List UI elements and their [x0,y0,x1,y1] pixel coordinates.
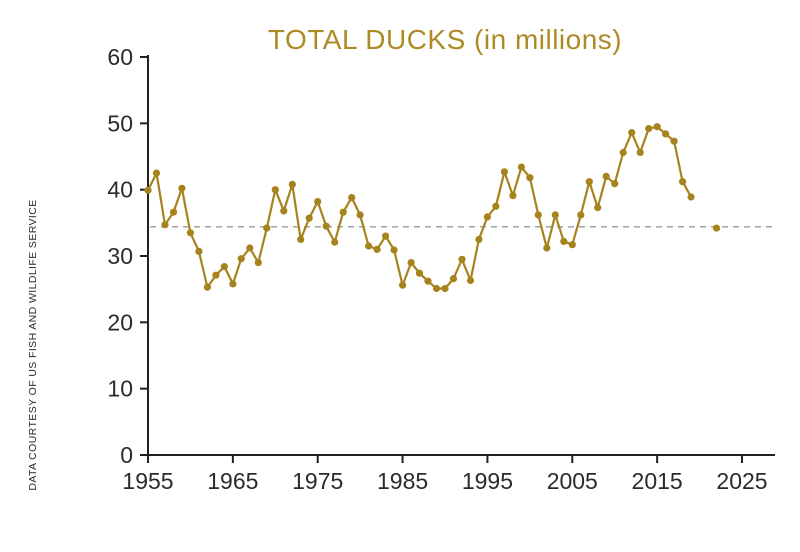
data-point [432,284,441,293]
data-point [322,222,330,230]
data-point [670,137,678,145]
data-point [526,174,534,182]
y-tick-label: 0 [120,442,133,468]
y-tick-label: 30 [107,243,133,269]
data-point [271,186,279,194]
data-point [662,130,670,138]
data-point [186,229,194,237]
data-point [653,123,661,131]
x-tick-label: 2015 [632,468,683,494]
data-point [560,237,568,245]
y-tick-label: 10 [107,376,133,402]
data-point [679,178,687,186]
data-point [517,163,526,171]
data-point [645,125,653,133]
data-point [203,283,211,291]
data-point [305,214,313,222]
data-point [220,263,228,271]
data-point [602,172,610,180]
data-point [237,255,245,263]
data-point [399,281,407,289]
data-point [534,211,542,219]
data-point [594,204,602,212]
data-point [382,232,390,240]
y-tick-label: 50 [107,110,133,136]
data-point [475,235,483,243]
y-tick-label: 20 [107,309,133,335]
data-point [543,244,551,252]
data-point [509,192,517,200]
y-tick-label: 40 [107,177,133,203]
data-point [339,208,347,216]
series-line [146,125,693,290]
data-point [297,235,305,243]
data-point [280,207,288,215]
data-point [331,238,339,246]
data-point [458,255,466,263]
data-point [178,184,186,192]
data-point [424,277,432,285]
x-tick-label: 1985 [377,468,428,494]
x-tick-label: 1995 [462,468,513,494]
data-point [195,247,203,255]
data-point [246,244,254,252]
data-point [365,242,373,250]
y-tick-label: 60 [107,44,133,70]
x-tick-label: 2025 [716,468,767,494]
data-point [551,211,559,219]
data-point [415,269,424,277]
data-point [636,148,644,157]
data-point [585,178,593,186]
data-point [568,241,576,249]
data-point [483,213,491,221]
chart-title: TOTAL DUCKS (in millions) [267,24,623,55]
data-point [611,180,619,188]
data-point [687,193,695,201]
x-tick-label: 1955 [122,468,173,494]
data-point [314,198,322,206]
data-point [254,259,262,267]
data-point [229,280,237,288]
data-point [712,224,721,232]
x-tick-label: 1975 [292,468,343,494]
data-point [212,271,220,279]
data-point [161,221,169,229]
data-point [577,211,585,219]
data-point [144,186,152,194]
data-point [152,169,161,177]
data-point [348,194,356,202]
data-point [449,275,458,283]
data-point [441,284,449,293]
data-point [407,259,415,267]
data-point [288,180,296,188]
x-tick-label: 2005 [547,468,598,494]
data-point [628,129,636,137]
data-point [356,211,364,219]
data-point [466,276,475,285]
data-point [263,224,271,232]
data-point [619,148,627,157]
data-point [390,246,398,254]
data-point [169,208,178,216]
data-point [492,202,500,210]
data-point [500,168,508,176]
data-point [373,245,381,253]
x-tick-label: 1965 [207,468,258,494]
